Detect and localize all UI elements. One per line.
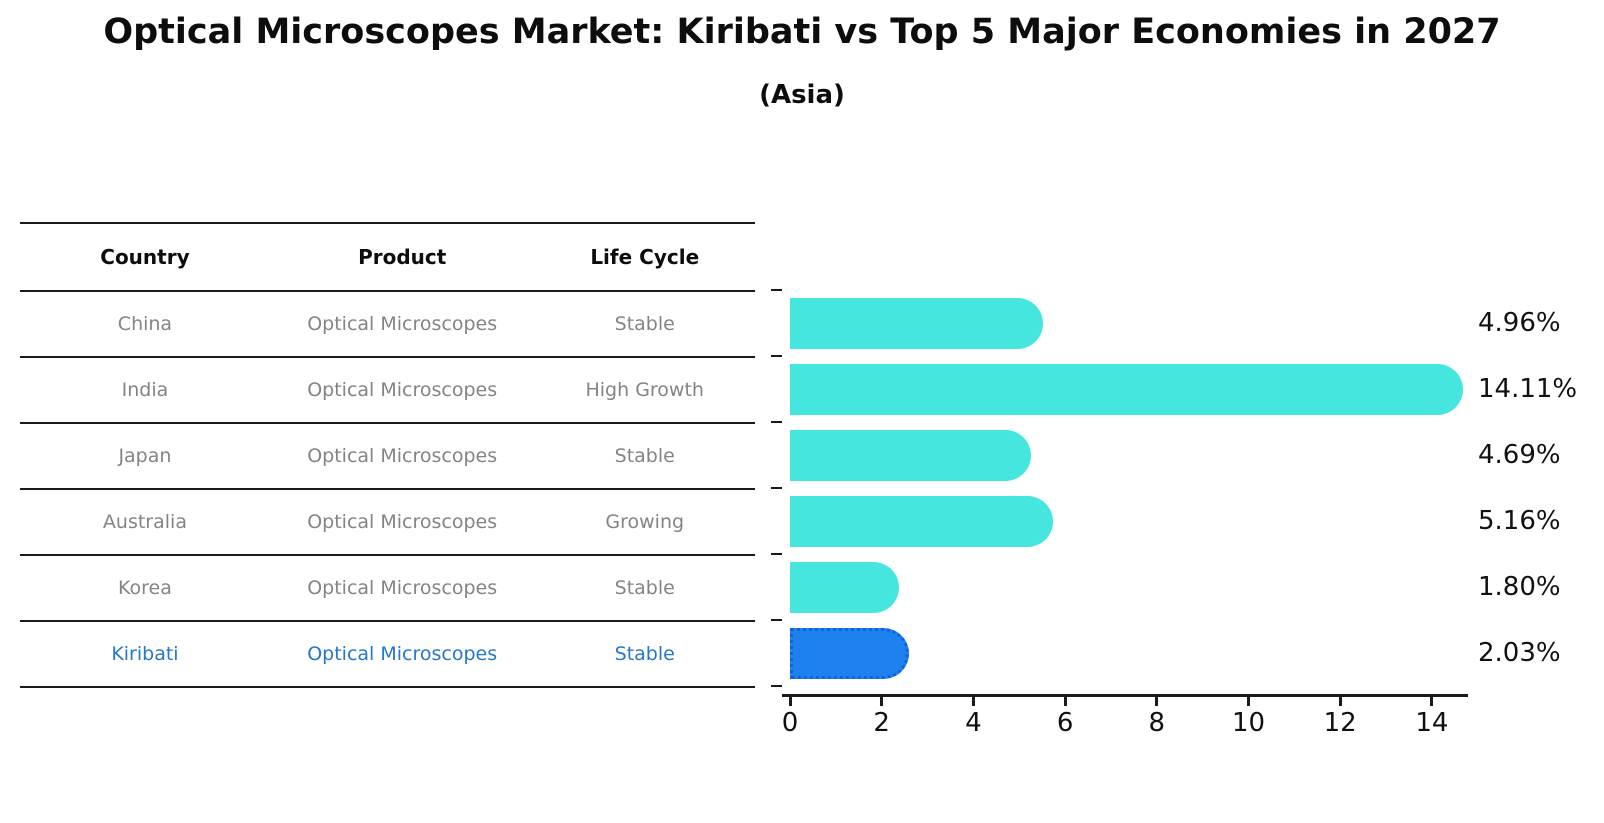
y-axis-tick bbox=[771, 487, 782, 489]
data-table: Country Product Life Cycle China Optical … bbox=[20, 222, 755, 688]
cell-country: China bbox=[117, 313, 173, 335]
y-axis-tick bbox=[771, 421, 782, 423]
table-row: Japan Optical Microscopes Stable bbox=[20, 424, 755, 490]
cell-country: Korea bbox=[118, 577, 172, 599]
x-axis-tick-label: 6 bbox=[1056, 708, 1074, 738]
table-row: Australia Optical Microscopes Growing bbox=[20, 490, 755, 556]
bar-value-label: 2.03% bbox=[1478, 638, 1561, 668]
cell-life-cycle: Stable bbox=[614, 445, 675, 467]
table-row: Kiribati Optical Microscopes Stable bbox=[20, 622, 755, 688]
bar-value-label: 5.16% bbox=[1478, 506, 1561, 536]
y-axis-tick bbox=[771, 355, 782, 357]
bar bbox=[790, 297, 1044, 349]
x-axis-tick-label: 14 bbox=[1415, 708, 1449, 738]
bar-value-label: 1.80% bbox=[1478, 572, 1561, 602]
cell-country: Kiribati bbox=[111, 643, 179, 665]
header-cell-life-cycle: Life Cycle bbox=[590, 245, 700, 269]
x-axis-tick bbox=[1155, 697, 1159, 706]
page-subtitle: (Asia) bbox=[759, 80, 845, 110]
x-axis-tick bbox=[1430, 697, 1434, 706]
cell-life-cycle: Stable bbox=[614, 313, 675, 335]
page-title: Optical Microscopes Market: Kiribati vs … bbox=[103, 12, 1501, 52]
x-axis-line bbox=[782, 694, 1468, 697]
table-row: China Optical Microscopes Stable bbox=[20, 292, 755, 358]
x-axis-tick bbox=[880, 697, 884, 706]
cell-life-cycle: Stable bbox=[614, 643, 675, 665]
x-axis-tick-label: 2 bbox=[873, 708, 890, 738]
table-body: China Optical Microscopes Stable India Optic… bbox=[20, 292, 755, 688]
cell-product: Optical Microscopes bbox=[307, 577, 498, 599]
table-row: Korea Optical Microscopes Stable bbox=[20, 556, 755, 622]
y-axis-tick bbox=[771, 685, 782, 687]
y-axis-tick bbox=[771, 553, 782, 555]
x-axis-tick bbox=[971, 697, 975, 706]
cell-product: Optical Microscopes bbox=[307, 643, 498, 665]
y-axis-tick bbox=[771, 289, 782, 291]
cell-life-cycle: Growing bbox=[605, 511, 685, 533]
bar bbox=[790, 495, 1053, 547]
cell-country: India bbox=[121, 379, 169, 401]
cell-product: Optical Microscopes bbox=[307, 511, 498, 533]
cell-life-cycle: High Growth bbox=[585, 379, 704, 401]
bar bbox=[790, 627, 910, 679]
cell-country: Japan bbox=[118, 445, 172, 467]
x-axis-tick-label: 8 bbox=[1148, 708, 1166, 738]
table-row: India Optical Microscopes High Growth bbox=[20, 358, 755, 424]
bar bbox=[790, 363, 1463, 415]
x-axis-tick-label: 12 bbox=[1323, 708, 1357, 738]
cell-product: Optical Microscopes bbox=[307, 445, 498, 467]
table-header-row: Country Product Life Cycle bbox=[20, 224, 755, 292]
bar bbox=[790, 561, 899, 613]
bar-value-label: 4.96% bbox=[1478, 308, 1561, 338]
x-axis-tick bbox=[1063, 697, 1067, 706]
cell-product: Optical Microscopes bbox=[307, 313, 498, 335]
x-axis-tick-label: 0 bbox=[781, 708, 799, 738]
cell-product: Optical Microscopes bbox=[307, 379, 498, 401]
x-axis-tick bbox=[1338, 697, 1342, 706]
cell-country: Australia bbox=[102, 511, 187, 533]
x-axis-tick bbox=[1247, 697, 1250, 706]
x-axis-tick-label: 10 bbox=[1231, 708, 1266, 738]
bar-value-label: 4.69% bbox=[1478, 440, 1561, 470]
header-cell-product: Product bbox=[358, 245, 447, 269]
x-axis-tick bbox=[788, 697, 792, 706]
bar-value-label: 14.11% bbox=[1478, 374, 1578, 404]
y-axis-tick bbox=[771, 619, 782, 621]
header-cell-country: Country bbox=[100, 245, 190, 269]
bar bbox=[790, 429, 1032, 481]
x-axis-tick-label: 4 bbox=[965, 708, 982, 738]
cell-life-cycle: Stable bbox=[614, 577, 675, 599]
